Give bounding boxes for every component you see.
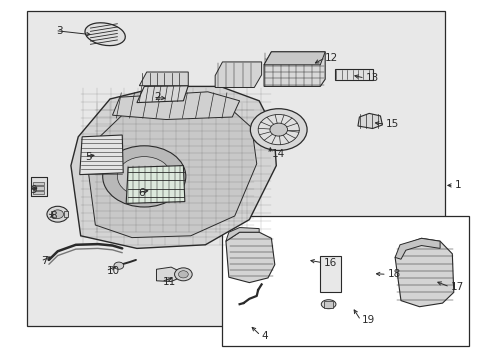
Text: 10: 10 bbox=[106, 266, 120, 276]
Text: 11: 11 bbox=[162, 276, 175, 287]
Text: 7: 7 bbox=[41, 256, 48, 266]
Polygon shape bbox=[394, 238, 453, 307]
Text: 6: 6 bbox=[138, 188, 145, 198]
Ellipse shape bbox=[321, 300, 335, 309]
Circle shape bbox=[250, 109, 306, 150]
Bar bbox=[334, 69, 372, 80]
Text: 15: 15 bbox=[386, 119, 399, 129]
Text: 4: 4 bbox=[261, 330, 268, 341]
Circle shape bbox=[47, 206, 68, 222]
Polygon shape bbox=[88, 101, 256, 238]
Bar bbox=[63, 211, 68, 217]
Circle shape bbox=[258, 114, 299, 145]
Circle shape bbox=[114, 262, 123, 269]
Polygon shape bbox=[126, 166, 184, 203]
Bar bbox=[33, 186, 44, 190]
Ellipse shape bbox=[85, 23, 125, 46]
Bar bbox=[33, 191, 44, 194]
Polygon shape bbox=[357, 113, 382, 129]
Text: 1: 1 bbox=[454, 180, 461, 190]
Bar bbox=[324, 301, 332, 308]
Polygon shape bbox=[225, 232, 274, 283]
Bar bbox=[27, 11, 444, 326]
Polygon shape bbox=[264, 52, 325, 86]
Polygon shape bbox=[71, 86, 276, 248]
Polygon shape bbox=[215, 62, 261, 87]
Text: 17: 17 bbox=[450, 282, 463, 292]
Bar bbox=[320, 256, 340, 292]
Polygon shape bbox=[80, 135, 123, 175]
Bar bbox=[33, 182, 44, 185]
Circle shape bbox=[102, 146, 185, 207]
Text: 8: 8 bbox=[50, 211, 57, 221]
Text: 19: 19 bbox=[361, 315, 374, 325]
Bar bbox=[222, 216, 468, 346]
Circle shape bbox=[269, 123, 287, 136]
Text: 18: 18 bbox=[387, 269, 400, 279]
Polygon shape bbox=[156, 267, 177, 282]
Polygon shape bbox=[137, 86, 188, 103]
Polygon shape bbox=[264, 52, 325, 65]
Circle shape bbox=[52, 210, 63, 219]
Circle shape bbox=[174, 268, 192, 281]
Text: 5: 5 bbox=[85, 152, 92, 162]
Bar bbox=[51, 211, 56, 217]
Polygon shape bbox=[394, 238, 439, 259]
Text: 12: 12 bbox=[325, 53, 338, 63]
Text: 9: 9 bbox=[30, 185, 37, 195]
Text: 16: 16 bbox=[324, 258, 337, 268]
Text: 2: 2 bbox=[154, 92, 161, 102]
Text: 3: 3 bbox=[56, 26, 63, 36]
Bar bbox=[31, 177, 47, 196]
Circle shape bbox=[117, 157, 171, 196]
Polygon shape bbox=[139, 72, 188, 86]
Circle shape bbox=[178, 271, 188, 278]
Polygon shape bbox=[225, 228, 259, 241]
Text: 14: 14 bbox=[271, 149, 285, 159]
Polygon shape bbox=[112, 92, 239, 120]
Text: 13: 13 bbox=[365, 73, 378, 83]
